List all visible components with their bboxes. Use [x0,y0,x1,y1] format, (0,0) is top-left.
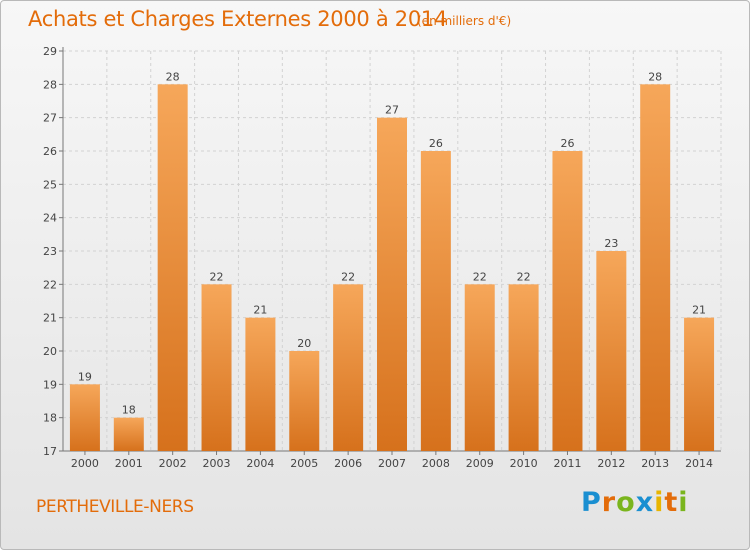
xtick-label: 2007 [378,457,406,470]
ytick-label: 27 [43,112,57,125]
xtick-label: 2002 [159,457,187,470]
ytick-label: 29 [43,45,57,58]
logo-letter: t [664,487,679,518]
bar-2007 [377,117,407,452]
ytick-label: 18 [43,412,57,425]
data-label: 22 [517,270,531,283]
chart-unit: (en milliers d'€) [417,14,512,28]
xtick-label: 2013 [641,457,669,470]
data-label: 28 [648,70,662,83]
ytick-label: 17 [43,445,57,458]
xtick-label: 2008 [422,457,450,470]
xtick-label: 2014 [685,457,713,470]
xtick-label: 2012 [597,457,625,470]
ytick-label: 26 [43,145,57,158]
data-label: 22 [210,270,224,283]
data-label: 26 [429,137,443,150]
data-label: 19 [78,370,92,383]
ytick-label: 23 [43,245,57,258]
ytick-label: 20 [43,345,57,358]
xtick-label: 2006 [334,457,362,470]
logo-letter: x [635,487,655,518]
bar-2003 [201,284,232,451]
proxiti-logo[interactable]: Proxiti [581,487,689,518]
ytick-label: 25 [43,178,57,191]
ytick-label: 19 [43,378,57,391]
bar-2013 [640,84,671,451]
bar-2014 [684,317,715,451]
data-label: 22 [473,270,487,283]
data-label: 21 [253,304,267,317]
xtick-label: 2003 [203,457,231,470]
data-label: 23 [604,237,618,250]
data-label: 22 [341,270,355,283]
bar-2008 [420,151,451,451]
commune-name: PERTHEVILLE-NERS [36,497,194,517]
bar-2004 [245,317,276,451]
ytick-label: 21 [43,312,57,325]
xtick-label: 2000 [71,457,99,470]
bar-2000 [69,384,100,451]
xtick-label: 2010 [510,457,538,470]
xtick-label: 2009 [466,457,494,470]
logo-letter: r [601,487,617,518]
bars [69,84,715,452]
bar-2002 [157,84,188,451]
xtick-label: 2001 [115,457,143,470]
chart-title: Achats et Charges Externes 2000 à 2014 [28,7,448,31]
bar-2006 [333,284,364,451]
data-label: 26 [560,137,574,150]
bar-2012 [596,251,627,451]
logo-letter: P [581,487,602,518]
data-label: 27 [385,104,399,117]
xtick-label: 2005 [290,457,318,470]
bar-2011 [552,151,583,451]
bar-2001 [113,417,144,451]
logo-letter: o [616,487,636,518]
ytick-label: 24 [43,212,57,225]
xtick-label: 2011 [553,457,581,470]
data-label: 28 [166,70,180,83]
logo-letter: i [678,487,689,518]
data-label: 18 [122,404,136,417]
data-labels: 19 18 28 22 21 20 22 27 26 22 22 26 23 28 21 [78,70,706,416]
xtick-label: 2004 [246,457,274,470]
bar-2009 [464,284,495,451]
bar-2005 [289,351,320,451]
ytick-label: 22 [43,278,57,291]
ytick-label: 28 [43,78,57,91]
data-label: 20 [297,337,311,350]
bar-2010 [508,284,539,451]
logo-letter: i [654,487,665,518]
data-label: 21 [692,304,706,317]
